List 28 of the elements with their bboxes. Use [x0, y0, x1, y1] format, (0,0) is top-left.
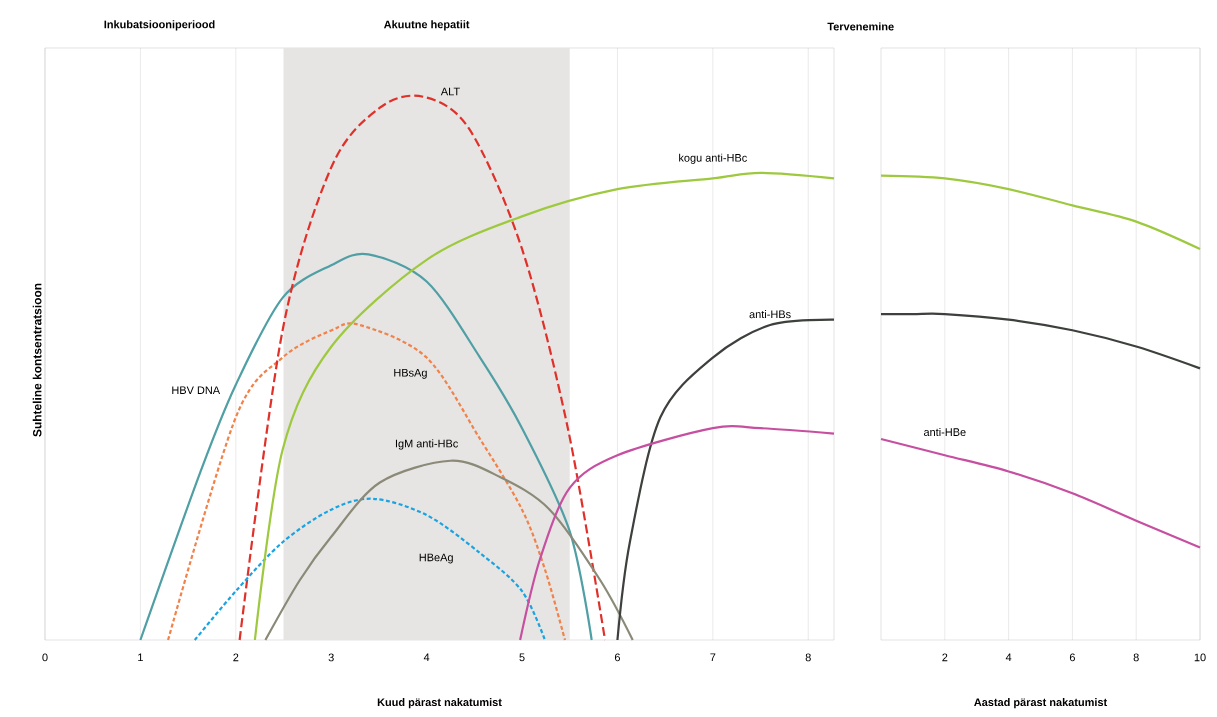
series-label: HBV DNA: [172, 386, 221, 394]
series-label: ALT: [440, 87, 460, 96]
x-tick-label: 4: [423, 653, 430, 662]
x-tick-label: 6: [614, 653, 620, 662]
x-tick-label: 8: [805, 653, 811, 662]
series-label: kogu anti-HBc: [679, 153, 747, 164]
band-label: Akuutne hepatiit: [383, 20, 470, 31]
x-tick-label: 5: [519, 653, 525, 662]
x-axis-title: Kuud pärast nakatumist: [377, 698, 502, 709]
x-tick-label: 4: [1005, 653, 1012, 662]
y-axis-title: Suhteline kontsentratsioon: [32, 283, 42, 437]
series-label: HBeAg: [419, 553, 453, 564]
x-tick-label: 10: [1194, 653, 1206, 662]
series-label: anti-HBs: [749, 310, 791, 319]
x-axis-title: Aastad pärast nakatumist: [974, 698, 1108, 709]
series-label: IgM anti-HBc: [395, 439, 458, 450]
x-tick-label: 8: [1133, 653, 1139, 662]
x-tick-label: 3: [328, 653, 334, 662]
x-tick-label: 1: [138, 653, 143, 662]
x-tick-label: 2: [942, 653, 948, 662]
text: Inkubatsiooniperiood: [104, 20, 215, 31]
series-label: anti-HBe: [923, 427, 966, 437]
x-tick-label: 2: [233, 653, 239, 662]
x-tick-label: 7: [710, 653, 716, 662]
series-label: HBsAg: [394, 368, 427, 379]
x-tick-label: 6: [1069, 653, 1075, 662]
x-tick-label: 0: [42, 653, 48, 662]
text: Tervenemine: [827, 22, 894, 31]
